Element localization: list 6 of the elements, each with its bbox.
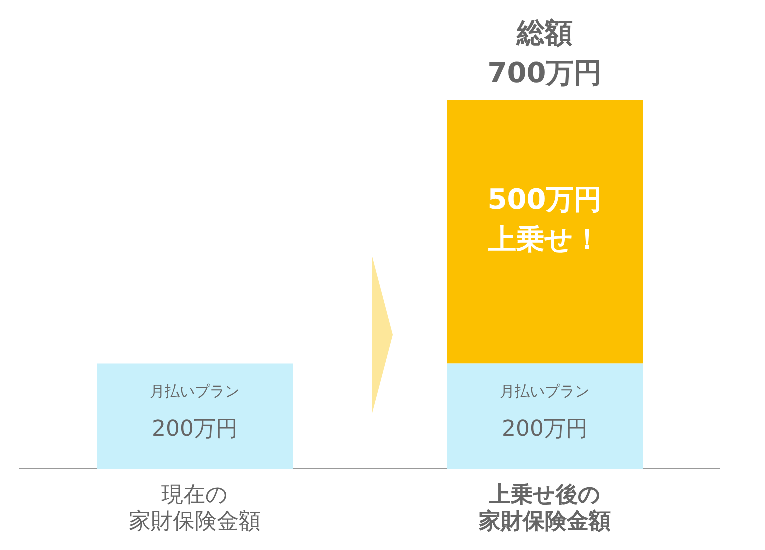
data-label: 500万円上乗せ！ <box>488 183 602 256</box>
data-label: 月払いプラン 200万円 <box>150 382 240 442</box>
total-label: 総額 700万円 <box>488 16 602 90</box>
x-tick-label: 現在の家財保険金額 <box>129 483 261 535</box>
x-tick-label: 上乗せ後の家財保険金額 <box>478 483 611 535</box>
data-label: 月払いプラン 200万円 <box>500 382 590 442</box>
